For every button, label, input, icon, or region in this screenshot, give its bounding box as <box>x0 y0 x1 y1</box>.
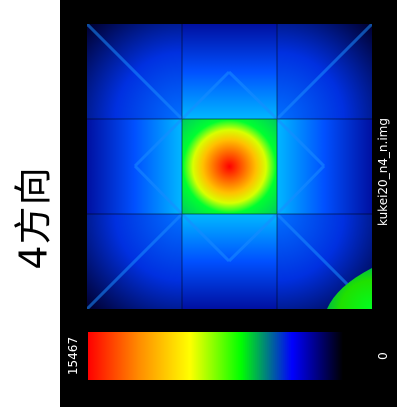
heatmap-image <box>87 24 372 309</box>
center-hotspot <box>182 119 277 214</box>
corner-green-blob <box>327 268 372 309</box>
filename-label: kukei20_n4_n.img <box>376 118 390 226</box>
grid-separators <box>87 24 372 309</box>
colorbar-min-label: 0 <box>376 352 390 360</box>
image-panel <box>60 0 397 407</box>
diagonal-streaks <box>87 24 372 309</box>
colorbar <box>88 332 343 380</box>
colorbar-max-label: 15467 <box>66 336 80 376</box>
direction-label: 4方向 <box>11 166 56 270</box>
side-label-panel: 4方向 <box>0 0 60 407</box>
